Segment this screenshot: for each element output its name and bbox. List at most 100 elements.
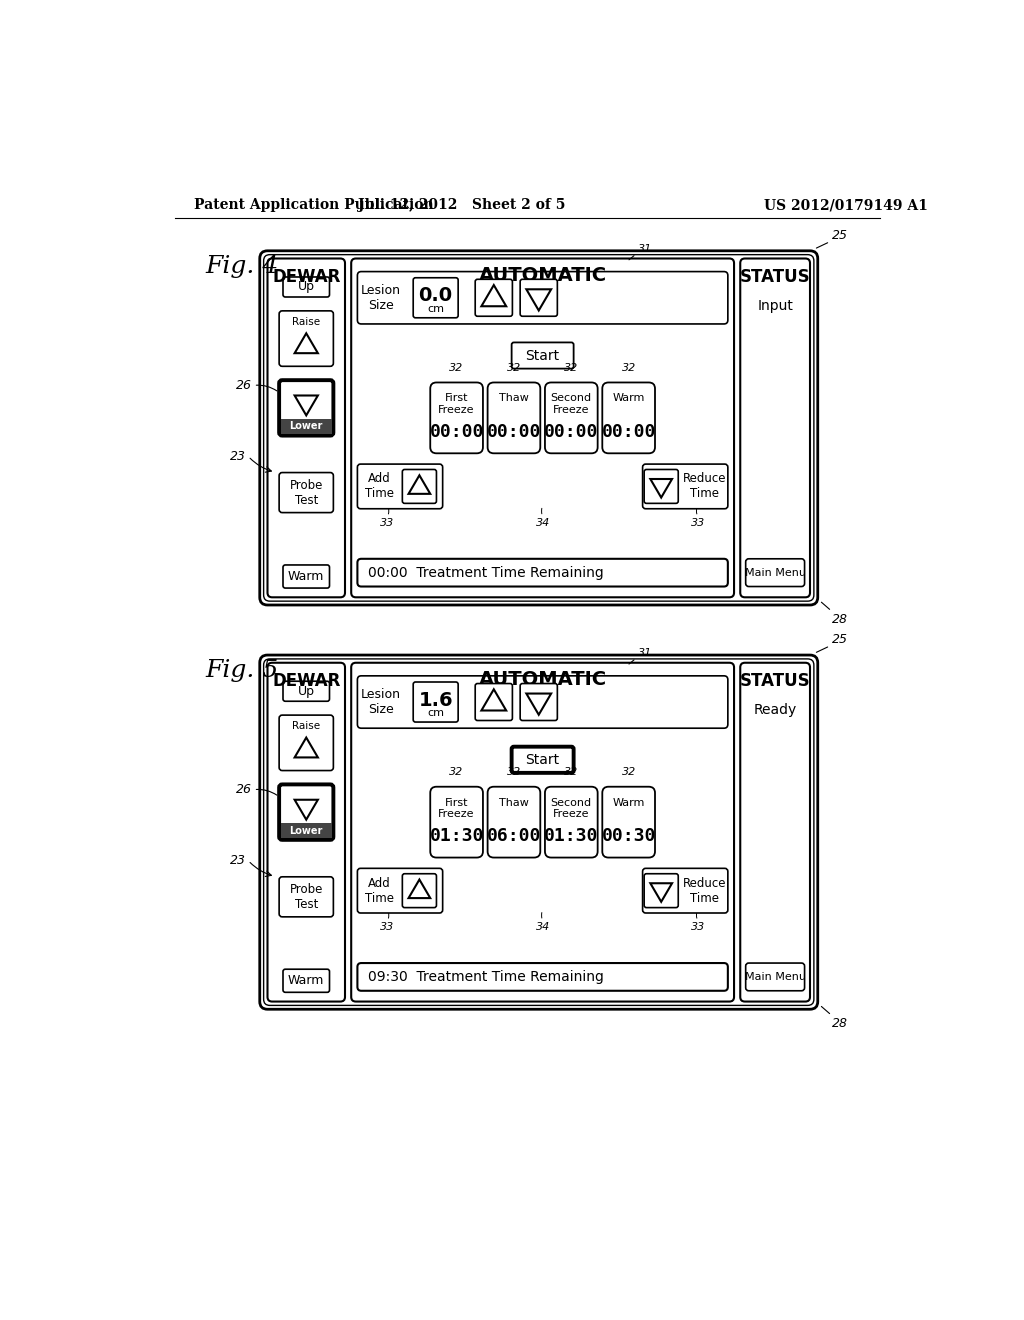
FancyBboxPatch shape xyxy=(280,784,334,840)
FancyBboxPatch shape xyxy=(512,747,573,774)
Text: Add
Time: Add Time xyxy=(365,876,393,904)
FancyBboxPatch shape xyxy=(545,787,598,858)
Text: STATUS: STATUS xyxy=(739,268,810,285)
FancyBboxPatch shape xyxy=(602,787,655,858)
Text: Main Menu: Main Menu xyxy=(744,972,806,982)
Text: 32: 32 xyxy=(564,363,579,374)
FancyBboxPatch shape xyxy=(283,277,330,297)
FancyBboxPatch shape xyxy=(475,684,512,721)
Text: 33: 33 xyxy=(380,923,394,932)
Text: Lesion
Size: Lesion Size xyxy=(360,284,400,312)
Polygon shape xyxy=(409,475,430,494)
Text: Warm: Warm xyxy=(288,570,325,583)
Bar xyxy=(281,418,332,434)
FancyBboxPatch shape xyxy=(643,465,728,508)
Text: Warm: Warm xyxy=(612,797,645,808)
FancyBboxPatch shape xyxy=(740,259,810,598)
FancyBboxPatch shape xyxy=(430,383,483,453)
Polygon shape xyxy=(481,285,506,306)
Text: Thaw: Thaw xyxy=(499,393,528,403)
FancyBboxPatch shape xyxy=(644,874,678,908)
Text: Up: Up xyxy=(298,280,314,293)
Text: 01:30: 01:30 xyxy=(544,828,598,845)
Text: First
Freeze: First Freeze xyxy=(438,797,475,820)
Text: Jul. 12, 2012   Sheet 2 of 5: Jul. 12, 2012 Sheet 2 of 5 xyxy=(357,198,565,213)
Polygon shape xyxy=(409,879,430,898)
FancyBboxPatch shape xyxy=(260,251,818,605)
Text: Main Menu: Main Menu xyxy=(744,568,806,578)
Text: 00:00: 00:00 xyxy=(544,422,598,441)
Text: 00:00  Treatment Time Remaining: 00:00 Treatment Time Remaining xyxy=(369,566,604,579)
FancyBboxPatch shape xyxy=(280,876,334,917)
Text: Lesion
Size: Lesion Size xyxy=(360,688,400,715)
Text: 26: 26 xyxy=(236,783,252,796)
Polygon shape xyxy=(295,738,317,758)
Text: 28: 28 xyxy=(831,1016,848,1030)
Text: 0.0: 0.0 xyxy=(419,286,453,305)
Polygon shape xyxy=(481,689,506,710)
Text: 00:00: 00:00 xyxy=(429,422,483,441)
Text: Patent Application Publication: Patent Application Publication xyxy=(194,198,433,213)
Text: 23: 23 xyxy=(229,854,246,867)
FancyBboxPatch shape xyxy=(357,869,442,913)
Text: 25: 25 xyxy=(831,228,848,242)
Text: AUTOMATIC: AUTOMATIC xyxy=(478,671,606,689)
Text: 28: 28 xyxy=(831,612,848,626)
FancyBboxPatch shape xyxy=(260,655,818,1010)
FancyBboxPatch shape xyxy=(263,255,814,601)
Text: 00:00: 00:00 xyxy=(486,422,541,441)
FancyBboxPatch shape xyxy=(745,964,805,991)
Text: 32: 32 xyxy=(507,363,521,374)
FancyBboxPatch shape xyxy=(740,663,810,1002)
Text: Raise: Raise xyxy=(292,721,321,731)
Text: Lower: Lower xyxy=(290,825,323,836)
Text: 31: 31 xyxy=(638,244,652,253)
FancyBboxPatch shape xyxy=(357,272,728,323)
Bar xyxy=(281,822,332,838)
Text: Ready: Ready xyxy=(754,702,797,717)
Text: Start: Start xyxy=(525,348,560,363)
Text: Reduce
Time: Reduce Time xyxy=(683,876,726,904)
Polygon shape xyxy=(295,800,317,820)
FancyBboxPatch shape xyxy=(487,383,541,453)
Polygon shape xyxy=(650,883,672,902)
FancyBboxPatch shape xyxy=(545,383,598,453)
FancyBboxPatch shape xyxy=(745,558,805,586)
FancyBboxPatch shape xyxy=(520,280,557,317)
Text: 25: 25 xyxy=(831,632,848,645)
Text: Lower: Lower xyxy=(290,421,323,432)
Text: 23: 23 xyxy=(229,450,246,463)
FancyBboxPatch shape xyxy=(357,465,442,508)
FancyBboxPatch shape xyxy=(644,470,678,503)
Text: DEWAR: DEWAR xyxy=(272,268,340,285)
FancyBboxPatch shape xyxy=(351,259,734,598)
FancyBboxPatch shape xyxy=(402,874,436,908)
Text: Raise: Raise xyxy=(292,317,321,327)
Text: Second
Freeze: Second Freeze xyxy=(551,393,592,414)
FancyBboxPatch shape xyxy=(487,787,541,858)
Text: 32: 32 xyxy=(450,363,464,374)
FancyBboxPatch shape xyxy=(475,280,512,317)
FancyBboxPatch shape xyxy=(602,383,655,453)
Polygon shape xyxy=(650,479,672,498)
FancyBboxPatch shape xyxy=(280,380,334,436)
Polygon shape xyxy=(526,693,551,714)
FancyBboxPatch shape xyxy=(414,277,458,318)
FancyBboxPatch shape xyxy=(280,715,334,771)
Text: 26: 26 xyxy=(236,379,252,392)
FancyBboxPatch shape xyxy=(267,663,345,1002)
Text: 31: 31 xyxy=(638,648,652,659)
Text: 00:00: 00:00 xyxy=(601,422,655,441)
Text: cm: cm xyxy=(427,304,444,314)
FancyBboxPatch shape xyxy=(283,969,330,993)
Text: 34: 34 xyxy=(536,923,550,932)
Text: Fig. 5: Fig. 5 xyxy=(206,659,279,682)
Text: Probe
Test: Probe Test xyxy=(290,883,323,911)
FancyBboxPatch shape xyxy=(280,473,334,512)
Text: Fig. 4: Fig. 4 xyxy=(206,255,279,277)
Text: 32: 32 xyxy=(450,767,464,777)
Text: 32: 32 xyxy=(622,363,636,374)
Text: Up: Up xyxy=(298,685,314,698)
Polygon shape xyxy=(295,396,317,416)
Text: US 2012/0179149 A1: US 2012/0179149 A1 xyxy=(764,198,928,213)
